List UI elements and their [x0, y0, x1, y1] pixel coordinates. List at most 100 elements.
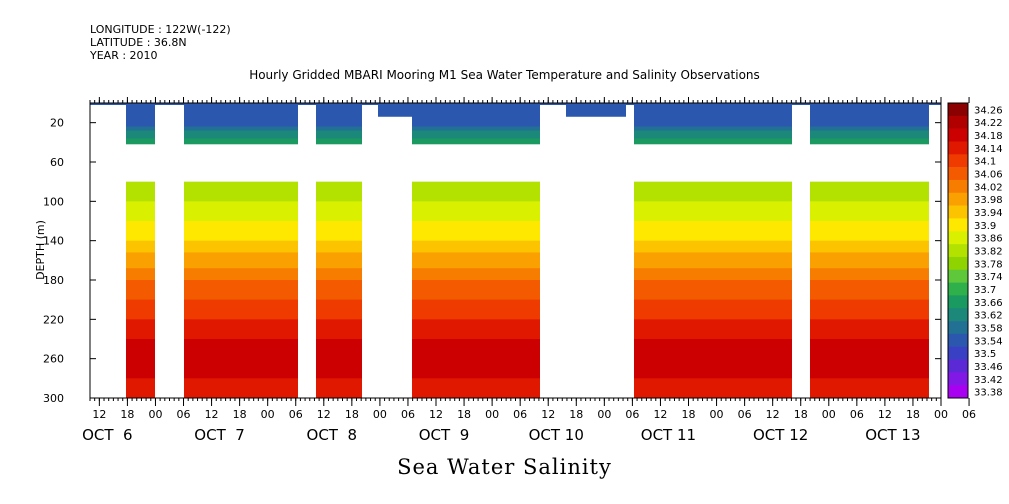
- colorbar-swatch: [948, 231, 968, 245]
- salinity-band: [90, 370, 941, 375]
- salinity-band: [90, 366, 941, 371]
- nodata-column: [540, 105, 566, 398]
- chart-title: Hourly Gridded MBARI Mooring M1 Sea Wate…: [249, 68, 760, 82]
- colorbar-label: 33.42: [974, 375, 1003, 386]
- salinity-band: [90, 209, 941, 214]
- x-hour-label: 06: [289, 408, 303, 421]
- salinity-band: [90, 252, 941, 257]
- salinity-band: [90, 236, 941, 242]
- x-hour-label: 12: [541, 408, 555, 421]
- salinity-band: [90, 103, 941, 108]
- salinity-band: [90, 342, 941, 348]
- x-hour-label: 00: [710, 408, 724, 421]
- colorbar-swatch: [948, 218, 968, 232]
- salinity-band: [90, 291, 941, 297]
- salinity-band: [90, 315, 941, 320]
- salinity-band: [90, 134, 941, 139]
- colorbar-swatch: [948, 141, 968, 155]
- colorbar-label: 34.26: [974, 105, 1003, 116]
- salinity-band: [90, 122, 941, 128]
- x-hour-label: 00: [597, 408, 611, 421]
- x-hour-label: 18: [682, 408, 696, 421]
- x-hour-label: 18: [457, 408, 471, 421]
- salinity-band: [90, 339, 941, 344]
- salinity-band: [90, 311, 941, 316]
- salinity-band: [90, 126, 941, 132]
- salinity-band: [90, 185, 941, 191]
- colorbar-swatch: [948, 333, 968, 347]
- x-hour-label: 18: [233, 408, 247, 421]
- colorbar-swatch: [948, 179, 968, 194]
- salinity-band: [90, 280, 941, 285]
- variable-name: Sea Water Salinity: [397, 455, 612, 479]
- x-hour-label: 06: [962, 408, 976, 421]
- salinity-band: [90, 350, 941, 356]
- colorbar-swatch: [948, 269, 968, 283]
- x-day-label: OCT 13: [865, 426, 920, 444]
- x-hour-label: 12: [766, 408, 780, 421]
- x-day-label: OCT 8: [307, 426, 358, 444]
- colorbar-frame: [947, 102, 969, 399]
- salinity-band: [90, 354, 941, 360]
- year-label: YEAR : 2010: [90, 49, 158, 62]
- salinity-band: [90, 268, 941, 273]
- x-hour-label: 06: [513, 408, 527, 421]
- colorbar-label: 33.82: [974, 247, 1003, 258]
- colorbar-swatch: [948, 346, 968, 360]
- colorbar-swatch: [948, 205, 968, 219]
- colorbar-swatch: [948, 192, 968, 206]
- colorbar-swatch: [948, 321, 968, 335]
- salinity-band: [90, 110, 941, 116]
- colorbar-label: 33.9: [974, 221, 996, 232]
- salinity-band: [90, 240, 941, 246]
- salinity-band: [90, 386, 941, 391]
- colorbar-label: 33.54: [974, 336, 1003, 347]
- colorbar-swatch: [948, 244, 968, 258]
- x-hour-label: 00: [148, 408, 162, 421]
- x-hour-label: 00: [261, 408, 275, 421]
- colorbar-label: 33.38: [974, 388, 1003, 399]
- colorbar-label: 33.86: [974, 234, 1003, 245]
- colorbar-label: 33.66: [974, 298, 1003, 309]
- x-hour-label: 00: [934, 408, 948, 421]
- y-tick-label: 60: [50, 156, 64, 169]
- x-day-label: OCT 12: [753, 426, 808, 444]
- salinity-band: [90, 394, 941, 399]
- colorbar-swatch: [948, 282, 968, 296]
- x-day-label: OCT 11: [641, 426, 696, 444]
- salinity-band: [90, 260, 941, 265]
- colorbar-swatch: [948, 167, 968, 181]
- colorbar-label: 33.94: [974, 208, 1003, 219]
- salinity-band: [90, 390, 941, 395]
- nodata-column: [626, 105, 634, 398]
- salinity-band: [90, 201, 941, 206]
- salinity-band: [90, 217, 941, 222]
- salinity-band: [90, 264, 941, 269]
- salinity-band: [90, 224, 941, 230]
- x-hour-label: 18: [569, 408, 583, 421]
- salinity-band: [90, 295, 941, 301]
- colorbar-label: 34.1: [974, 157, 996, 168]
- x-hour-label: 18: [906, 408, 920, 421]
- salinity-band: [90, 303, 941, 309]
- x-hour-label: 12: [653, 408, 667, 421]
- colorbar-label: 34.02: [974, 182, 1003, 193]
- y-tick-label: 140: [43, 235, 64, 248]
- x-hour-label: 06: [850, 408, 864, 421]
- y-tick-label: 300: [43, 392, 64, 405]
- salinity-band: [90, 213, 941, 218]
- y-tick-label: 260: [43, 353, 64, 366]
- salinity-band: [90, 299, 941, 305]
- colorbar-swatch: [948, 372, 968, 386]
- salinity-band: [90, 346, 941, 352]
- x-hour-label: 12: [92, 408, 106, 421]
- colorbar-label: 34.06: [974, 170, 1003, 181]
- nodata-column: [792, 105, 810, 398]
- salinity-band: [90, 276, 941, 281]
- x-hour-label: 00: [485, 408, 499, 421]
- x-hour-label: 12: [878, 408, 892, 421]
- colorbar-label: 34.18: [974, 131, 1003, 142]
- x-hour-label: 18: [794, 408, 808, 421]
- x-hour-label: 18: [120, 408, 134, 421]
- colorbar-swatch: [948, 308, 968, 322]
